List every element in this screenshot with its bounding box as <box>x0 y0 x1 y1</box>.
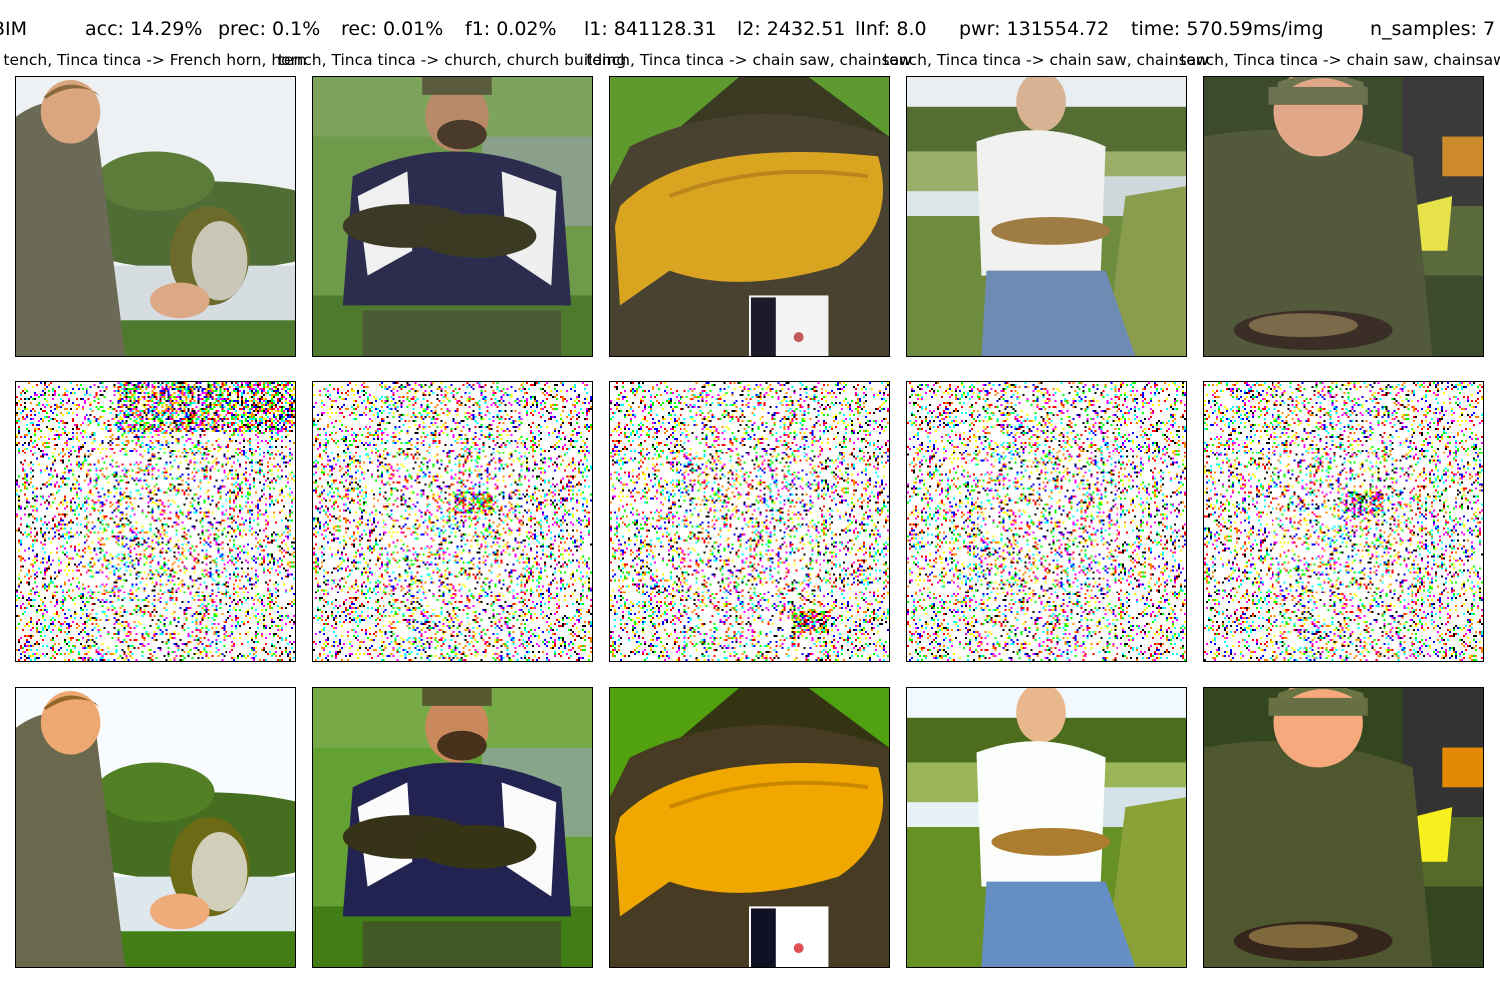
original-image-5 <box>1203 76 1484 357</box>
man-holding-fish-lake-photo <box>16 77 295 356</box>
f1-metric: f1: 0.02% <box>465 18 557 40</box>
original-image-1 <box>15 76 296 357</box>
precision-metric: prec: 0.1% <box>218 18 321 40</box>
l2-metric: l2: 2432.51 <box>737 18 846 40</box>
accuracy-metric: acc: 14.29% <box>85 18 203 40</box>
perturbation-image-1 <box>15 381 296 662</box>
original-image-3 <box>609 76 890 357</box>
man-kneeling-grass-fish-photo <box>907 77 1186 356</box>
adversarial-image-5 <box>1203 687 1484 968</box>
column-title-3: tench, Tinca tinca -> chain saw, chainsa… <box>586 51 912 69</box>
adversarial-image-2 <box>312 687 593 968</box>
adversarial-image-3 <box>609 687 890 968</box>
perturbation-image-4 <box>906 381 1187 662</box>
column-title-4: tench, Tinca tinca -> chain saw, chainsa… <box>883 51 1209 69</box>
column-title-2: tench, Tinca tinca -> church, church bui… <box>277 51 627 69</box>
original-image-2 <box>312 76 593 357</box>
man-cap-crouching-fish-photo <box>1204 77 1483 356</box>
original-image-4 <box>906 76 1187 357</box>
column-title-1: tench, Tinca tinca -> French horn, horn <box>3 51 307 69</box>
man-cap-crouching-fish-adversarial-photo <box>1204 688 1483 967</box>
perturbation-image-3 <box>609 381 890 662</box>
yellow-fish-closeup-adversarial-photo <box>610 688 889 967</box>
man-crouching-two-fish-adversarial-photo <box>313 688 592 967</box>
column-title-5: tench, Tinca tinca -> chain saw, chainsa… <box>1180 51 1500 69</box>
time-metric: time: 570.59ms/img <box>1131 18 1324 40</box>
adversarial-image-4 <box>906 687 1187 968</box>
perturbation-image-2 <box>312 381 593 662</box>
perturbation-image-5 <box>1203 381 1484 662</box>
linf-metric: lInf: 8.0 <box>855 18 927 40</box>
power-metric: pwr: 131554.72 <box>959 18 1110 40</box>
man-kneeling-grass-fish-adversarial-photo <box>907 688 1186 967</box>
adversarial-image-1 <box>15 687 296 968</box>
samples-metric: n_samples: 7 <box>1370 18 1496 40</box>
yellow-fish-closeup-photo <box>610 77 889 356</box>
recall-metric: rec: 0.01% <box>341 18 444 40</box>
man-holding-fish-lake-adversarial-photo <box>16 688 295 967</box>
man-crouching-two-fish-photo <box>313 77 592 356</box>
method-name: BIM <box>0 18 28 40</box>
l1-metric: l1: 841128.31 <box>584 18 717 40</box>
